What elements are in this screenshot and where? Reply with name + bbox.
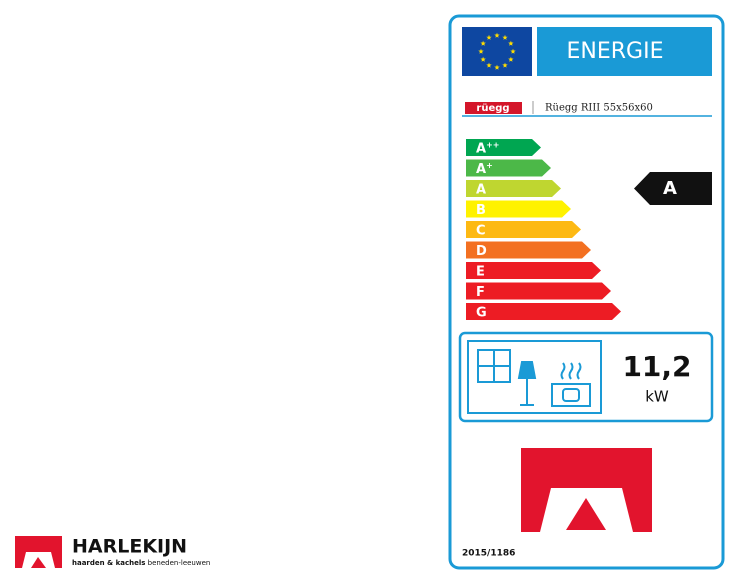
class-label: D: [476, 244, 487, 259]
eu-star: [494, 64, 500, 70]
class-letter: B: [476, 203, 486, 218]
class-letter: A: [476, 162, 486, 177]
tagline-bold: haarden & kachels: [72, 559, 145, 567]
class-letter: C: [476, 223, 486, 238]
icons: [477, 349, 591, 407]
eu-star: [502, 62, 508, 68]
class-label: B: [476, 203, 486, 218]
eu-star: [486, 34, 492, 40]
class-label: F: [476, 285, 485, 300]
class-letter: F: [476, 285, 485, 300]
company-logo: [15, 536, 62, 568]
eu-star: [510, 48, 516, 54]
class-arrow: [466, 303, 621, 320]
class-label: C: [476, 223, 486, 238]
class-arrow: [466, 200, 571, 218]
eu-star: [480, 56, 486, 62]
class-label: A: [476, 182, 486, 197]
class-letter: D: [476, 244, 487, 259]
tagline-rest: beneden-leeuwen: [148, 559, 211, 567]
class-arrow: [466, 159, 551, 177]
eu-star: [508, 40, 514, 46]
class-arrow: [466, 241, 591, 259]
class-letter: A: [476, 141, 486, 156]
eu-star: [508, 56, 514, 62]
eu-star: [494, 32, 500, 38]
regulation: 2015/1186: [462, 549, 515, 559]
eu-star: [486, 62, 492, 68]
class-arrow: [466, 221, 581, 238]
class-arrow: [466, 262, 601, 279]
company-name: HARLEKIJN: [72, 536, 187, 558]
eu-star: [478, 48, 484, 54]
rating: A: [663, 178, 677, 199]
class-label: G: [476, 305, 487, 320]
class-letter: G: [476, 305, 487, 320]
class-arrow: [466, 139, 541, 156]
energy-box: [537, 27, 712, 76]
tagline: haarden & kachels beneden-leeuwen: [72, 559, 210, 567]
logo: [521, 448, 652, 532]
class-letter: E: [476, 264, 485, 279]
brand-logo: [465, 102, 522, 114]
icon-box: [467, 340, 602, 414]
eu-star: [480, 40, 486, 46]
class-label: A++: [476, 140, 499, 156]
class-letter: A: [476, 182, 486, 197]
class-sup: ++: [486, 140, 499, 149]
class-sup: +: [486, 161, 493, 170]
eu-star: [502, 34, 508, 40]
unit: kW: [645, 388, 669, 406]
model: Rüegg RIII 55x56x60: [545, 103, 653, 114]
output-box: [458, 331, 714, 423]
brand: rüegg: [476, 103, 509, 114]
class-arrow: [466, 282, 611, 300]
energy-title: ENERGIE: [567, 39, 664, 64]
class-label: A+: [476, 161, 493, 177]
class-label: E: [476, 264, 485, 279]
rating-arrow: [634, 172, 712, 205]
power: 11,2: [622, 350, 691, 383]
class-arrow: [466, 180, 561, 197]
